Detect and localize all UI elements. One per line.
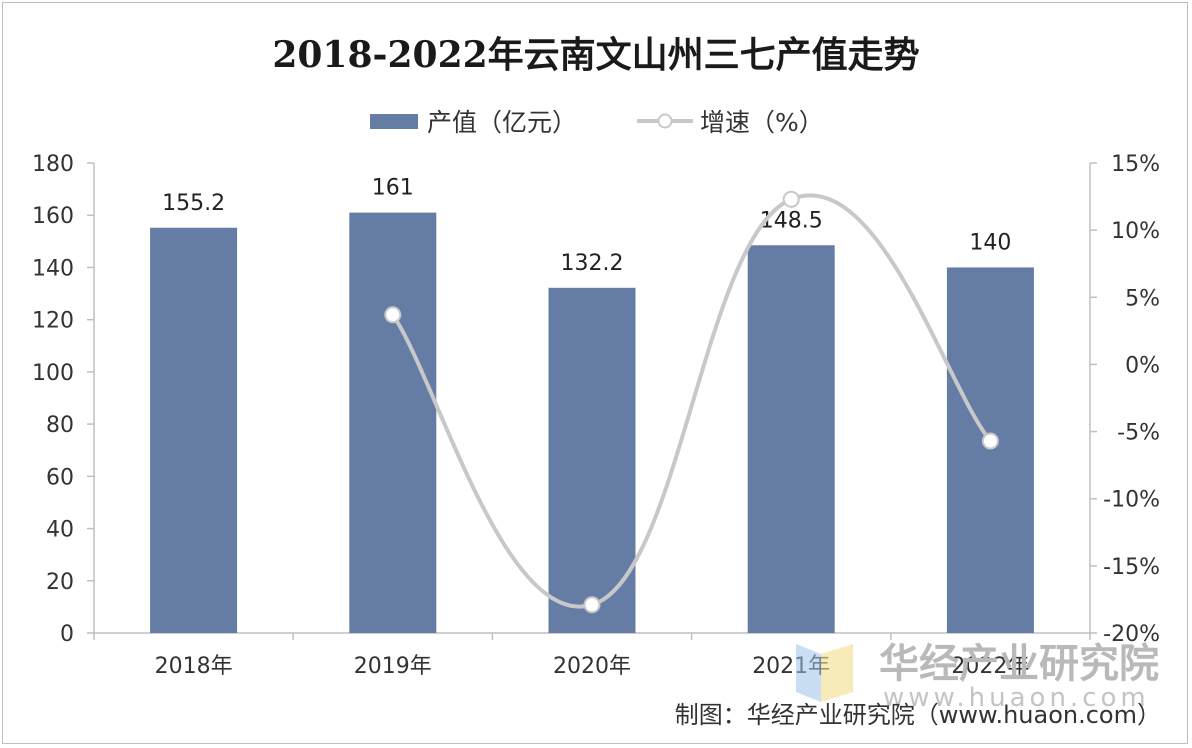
bar-2022年	[946, 267, 1034, 633]
right-tick-label: 15%	[1111, 152, 1160, 177]
right-tick-label: -20%	[1103, 622, 1160, 647]
left-tick-label: 120	[32, 309, 74, 334]
left-tick-label: 40	[46, 518, 74, 543]
category-label: 2022年	[951, 654, 1029, 679]
growth-line-series	[384, 190, 999, 614]
growth-point	[981, 432, 999, 450]
legend-bar-swatch	[370, 114, 418, 129]
source-note: 制图：华经产业研究院（www.huaon.com）	[675, 701, 1161, 729]
bar-data-label: 161	[372, 176, 414, 201]
left-tick-label: 180	[32, 152, 74, 177]
watermark-logo-icon	[796, 644, 853, 702]
right-tick-label: -5%	[1117, 421, 1160, 446]
category-label: 2018年	[155, 654, 233, 679]
legend-bar-label: 产值（亿元）	[427, 108, 577, 137]
right-tick-label: 10%	[1111, 219, 1160, 244]
legend-line-marker	[657, 113, 673, 129]
bar-data-label: 132.2	[561, 251, 624, 276]
growth-point	[384, 306, 402, 324]
growth-line	[391, 193, 992, 609]
left-tick-label: 0	[60, 622, 74, 647]
bar-data-label: 140	[969, 230, 1011, 255]
bar-2021年	[747, 245, 835, 633]
bar-2018年	[150, 227, 238, 633]
left-tick-label: 80	[46, 413, 74, 438]
category-labels: 2018年 2019年 2020年 2021年 2022年	[93, 633, 1091, 679]
legend: 产值（亿元） 增速（%）	[370, 108, 824, 137]
left-tick-label: 160	[32, 204, 74, 229]
category-label: 2020年	[553, 654, 631, 679]
bar-data-label: 155.2	[162, 191, 225, 216]
right-tick-label: -10%	[1103, 488, 1160, 513]
legend-line-label: 增速（%）	[700, 108, 824, 137]
left-axis-ticks: 0 20 40 60 80 100 120 140 160 180	[32, 152, 94, 647]
chart-svg: 2018-2022年云南文山州三七产值走势 产值（亿元） 增速（%） 0 20 40…	[32, 34, 1161, 729]
left-tick-label: 60	[46, 465, 74, 490]
watermark: 华经产业研究院 www.huaon.com	[796, 641, 1159, 713]
left-tick-label: 140	[32, 256, 74, 281]
chart-title: 2018-2022年云南文山州三七产值走势	[272, 34, 919, 76]
left-tick-label: 100	[32, 361, 74, 386]
category-label: 2019年	[354, 654, 432, 679]
growth-point	[583, 596, 601, 614]
bar-data-label: 148.5	[760, 208, 823, 233]
right-axis-ticks: -20% -15% -10% -5% 0% 5% 10% 15%	[1090, 152, 1160, 647]
bar-2019年	[349, 212, 437, 633]
watermark-text: 华经产业研究院	[879, 641, 1159, 687]
watermark-url: www.huaon.com	[883, 683, 1150, 713]
bar-data-labels: 155.2 161 132.2 148.5 140	[162, 176, 1011, 276]
left-tick-label: 20	[46, 570, 74, 595]
bars	[150, 212, 1034, 633]
right-tick-label: 5%	[1125, 286, 1160, 311]
growth-point	[782, 190, 800, 208]
bar-2020年	[548, 287, 636, 633]
right-tick-label: 0%	[1125, 353, 1160, 378]
right-tick-label: -15%	[1103, 555, 1160, 580]
